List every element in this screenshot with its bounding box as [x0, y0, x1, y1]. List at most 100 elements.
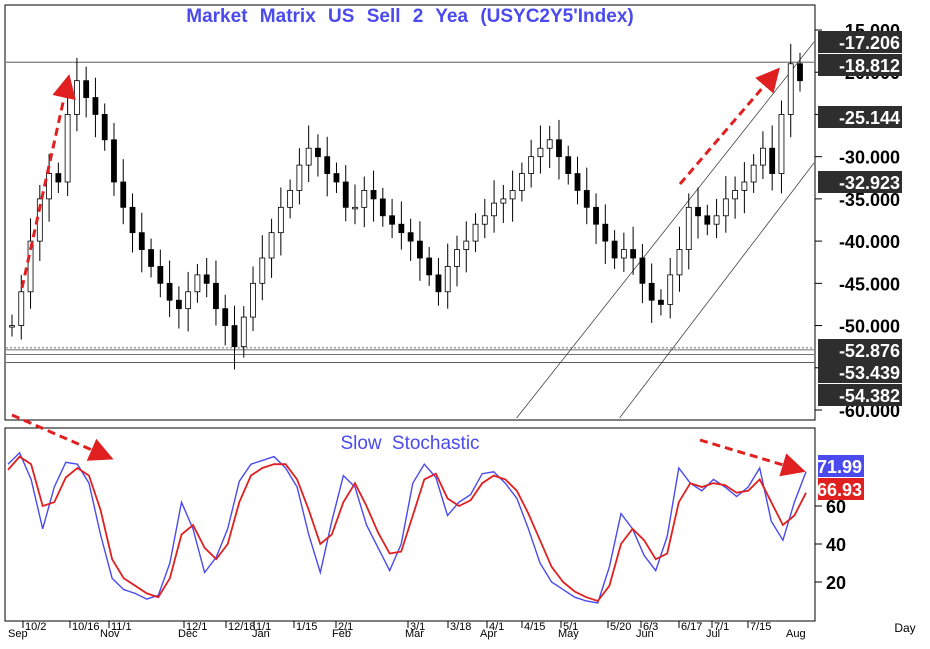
x-date-label: 7/15 [750, 621, 771, 633]
x-month-label: Dec [178, 628, 198, 640]
price-bar-body [120, 181, 127, 208]
price-bar [704, 204, 711, 236]
x-month-label: Mar [405, 628, 424, 640]
price-bar-body [444, 266, 451, 293]
stochastic-title: Slow Stochastic [340, 433, 479, 454]
price-bar [676, 226, 683, 292]
price-bar [9, 314, 15, 337]
price-bar-body [46, 173, 52, 200]
price-bar-body [352, 206, 358, 210]
price-bar-body [417, 240, 423, 259]
price-bar [630, 226, 637, 275]
price-bar [27, 218, 34, 309]
channel-upper-line [516, 41, 814, 418]
rising-trend-arrow [20, 74, 76, 289]
price-bar-body [676, 249, 683, 276]
price-bar [787, 43, 794, 138]
x-date-label: 7/1 [714, 621, 729, 633]
price-bar-body [194, 274, 201, 293]
price-bar [750, 154, 757, 193]
price-bar [593, 193, 599, 245]
stochastic-d-line [7, 455, 807, 603]
x-date-label: 3/1 [410, 621, 425, 633]
price-bar [120, 159, 127, 225]
price-bar-body [565, 156, 572, 174]
price-bar-body [500, 198, 507, 204]
price-bar [231, 305, 238, 370]
price-bar [695, 187, 701, 239]
price-bar [277, 187, 284, 256]
price-label-box [818, 361, 902, 383]
price-bar-body [379, 198, 386, 217]
price-bar [352, 184, 358, 225]
price-bar-body [315, 147, 321, 158]
price-bar [138, 212, 145, 273]
price-bar [417, 221, 423, 281]
price-label-box [818, 339, 902, 361]
price-label-text: -53.439 [839, 363, 900, 383]
price-bar [333, 162, 340, 193]
price-label-text: -52.876 [839, 341, 900, 361]
price-bar [611, 230, 618, 269]
price-bar [760, 131, 766, 180]
price-trend-arrows [20, 67, 780, 289]
price-bar [250, 266, 256, 332]
price-bar-body [9, 325, 15, 328]
price-bar [55, 162, 62, 193]
x-month-label: Jun [636, 628, 654, 640]
price-bar-body [602, 223, 609, 242]
price-bar-body [630, 249, 637, 259]
x-month-label: May [558, 628, 579, 640]
stochastic-value-labels: 71.99 66.93 [817, 455, 864, 500]
price-bar [129, 193, 136, 253]
x-month-label: Feb [332, 628, 351, 640]
price-bar [481, 198, 488, 239]
price-bar [296, 148, 303, 205]
price-y-tick-label: -40.000 [839, 232, 900, 252]
price-bar-body [83, 80, 90, 98]
price-bar-body [18, 291, 25, 326]
price-bar-body [324, 156, 331, 174]
stochastic-label-box [818, 455, 864, 477]
price-bar [361, 176, 368, 228]
price-bar-body [203, 274, 210, 284]
price-bar-body [73, 80, 80, 115]
price-bar [111, 122, 117, 196]
price-bar-body [240, 316, 247, 348]
x-date-label: 5/1 [563, 621, 578, 633]
price-bar-body [620, 249, 627, 259]
price-bar-body [491, 202, 497, 217]
x-month-label: Apr [480, 628, 497, 640]
price-bar [157, 249, 164, 298]
price-bar-body [769, 147, 776, 174]
price-bar [370, 170, 377, 222]
price-bar-body [157, 266, 164, 284]
stochastic-k-line [7, 451, 807, 604]
price-bar-body [760, 147, 766, 166]
x-date-label: 4/15 [524, 621, 545, 633]
price-bar [797, 52, 803, 92]
price-bar-body [398, 223, 405, 234]
price-label-box [818, 384, 902, 406]
price-bar-body [639, 257, 646, 284]
price-bar-body [722, 198, 729, 217]
price-bar-body [537, 147, 544, 158]
price-label-box [818, 54, 902, 76]
price-bar-body [259, 257, 266, 284]
falling-trend-arrow [699, 438, 806, 477]
price-bar-body [574, 173, 581, 191]
price-bar [565, 145, 572, 185]
price-bar-body [268, 232, 275, 259]
price-bar [101, 103, 108, 151]
price-bar [574, 156, 581, 205]
x-month-label: Nov [100, 628, 120, 640]
price-label-box [818, 171, 902, 193]
x-date-label: 12/1 [186, 621, 207, 633]
price-bar [389, 198, 395, 239]
price-bar-body [129, 206, 136, 234]
date-x-axis: 10/2 10/16 11/1 12/1 12/18 1/1 1/15 2/1 3/1 3/18 4… [5, 620, 815, 640]
stochastic-label-text: 71.99 [817, 457, 862, 477]
price-bar-body [213, 282, 219, 310]
price-y-tick-label: -50.000 [839, 317, 900, 337]
price-bar-body [713, 215, 720, 225]
